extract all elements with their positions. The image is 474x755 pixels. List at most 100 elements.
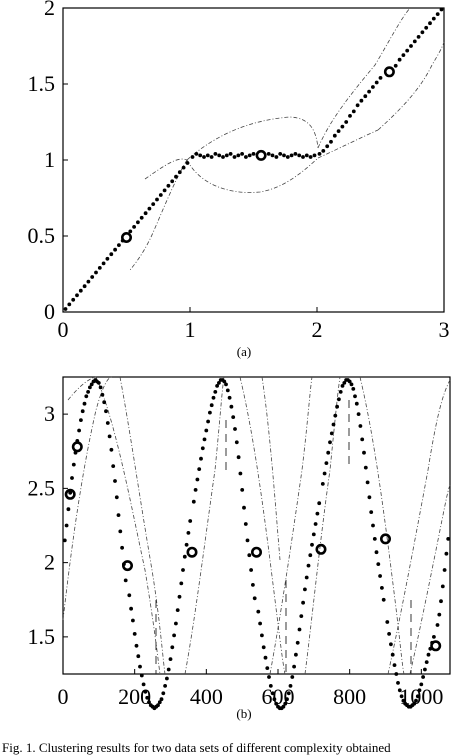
y-tick-label: 3: [44, 401, 55, 426]
data-point: [132, 225, 137, 229]
y-tick-label: 2: [44, 0, 55, 20]
data-point: [94, 270, 98, 275]
data-point: [286, 691, 291, 696]
data-point: [446, 537, 451, 541]
data-point: [90, 275, 95, 279]
data-point: [165, 676, 169, 681]
panel-b-dashed-guides: [155, 400, 412, 674]
data-point: [109, 252, 114, 257]
panel-a-points: [63, 7, 444, 311]
data-point: [79, 418, 83, 422]
data-point: [114, 495, 119, 500]
x-tick-label: 400: [190, 684, 223, 709]
data-point: [120, 545, 124, 550]
data-point: [397, 688, 402, 693]
data-point: [389, 642, 393, 647]
data-point: [372, 537, 377, 541]
data-point: [139, 215, 144, 220]
panel-b-label: (b): [236, 706, 251, 721]
panel-b-cluster-centers: [64, 441, 442, 652]
data-point: [303, 587, 307, 592]
data-point: [101, 261, 106, 266]
x-tick-label: 200: [118, 684, 151, 709]
panel-b-points: [62, 378, 451, 711]
data-point: [278, 152, 283, 156]
data-point: [184, 542, 189, 547]
data-point: [274, 155, 279, 159]
data-point: [181, 165, 186, 170]
data-point: [412, 701, 417, 706]
data-point: [159, 697, 164, 702]
data-point: [385, 620, 390, 624]
data-point: [326, 450, 331, 455]
data-point: [351, 109, 356, 114]
data-point: [294, 652, 298, 657]
data-point: [328, 440, 332, 445]
data-point: [324, 461, 329, 465]
data-point: [190, 155, 195, 159]
data-point: [333, 413, 338, 418]
data-point: [297, 153, 302, 158]
cluster-center-marker: [379, 533, 391, 545]
data-point: [301, 600, 305, 605]
data-point: [89, 382, 94, 387]
data-point: [265, 666, 270, 670]
data-point: [428, 21, 432, 26]
cluster-center-marker: [251, 546, 263, 558]
data-point: [213, 152, 218, 156]
data-point: [359, 98, 364, 103]
data-point: [113, 247, 117, 252]
data-point: [301, 155, 305, 159]
data-point: [249, 568, 254, 572]
data-point: [420, 30, 425, 35]
x-tick-label: 800: [333, 684, 366, 709]
data-point: [229, 404, 234, 409]
x-tick-label: 2: [312, 317, 323, 342]
data-point: [166, 183, 171, 188]
data-point: [414, 698, 418, 703]
data-point: [365, 480, 370, 485]
data-point: [127, 593, 132, 598]
panel-b-y-ticks: 1.5 2 2.5 3: [28, 401, 68, 649]
data-point: [181, 568, 185, 572]
data-point: [335, 404, 339, 409]
data-point: [131, 618, 135, 623]
data-point: [390, 652, 395, 657]
y-tick-label: 1: [44, 147, 55, 172]
data-point: [409, 44, 413, 48]
data-point: [105, 421, 110, 425]
data-point: [174, 621, 178, 626]
data-point: [244, 155, 248, 159]
data-point: [270, 153, 275, 158]
panel-a-cluster-centers: [121, 66, 395, 244]
panel-b-plot-frame: [62, 376, 451, 675]
data-point: [247, 153, 252, 158]
cluster-center-marker: [121, 232, 133, 244]
data-point: [208, 410, 212, 415]
data-point: [435, 12, 440, 16]
data-point: [225, 388, 230, 393]
panel-a-label: (a): [237, 344, 251, 359]
data-point: [231, 415, 236, 419]
y-tick-label: 2: [44, 550, 55, 575]
data-point: [97, 266, 102, 270]
envelope-curve-a4: [317, 129, 379, 159]
data-point: [71, 297, 76, 302]
data-point: [155, 197, 159, 202]
data-point: [293, 152, 298, 156]
data-point: [78, 288, 83, 293]
data-point: [209, 403, 214, 408]
data-point: [260, 633, 264, 638]
data-point: [77, 428, 81, 433]
data-point: [232, 155, 237, 159]
data-point: [224, 382, 228, 387]
envelope-curve-b7: [269, 376, 313, 675]
envelope-curve-a5: [317, 7, 411, 149]
data-point: [299, 614, 304, 618]
envelope-curve-b11: [409, 484, 451, 675]
data-point: [311, 532, 316, 537]
cluster-center-marker: [186, 546, 198, 558]
data-point: [86, 279, 91, 284]
data-point: [240, 488, 245, 492]
data-point: [147, 700, 151, 705]
